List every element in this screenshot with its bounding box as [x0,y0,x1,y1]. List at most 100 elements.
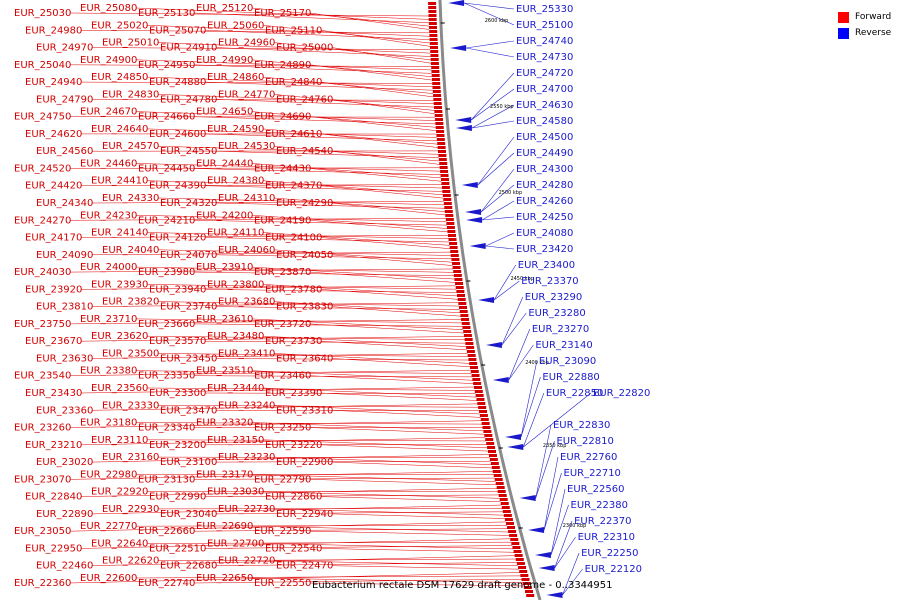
forward-feature [523,586,532,589]
forward-feature [489,458,498,461]
forward-leader-line [309,427,485,435]
forward-label: EUR_22900 [276,457,333,468]
forward-label: EUR_22980 [80,469,137,480]
tick-label: 2500 kbp [499,190,523,196]
forward-feature [509,534,518,537]
forward-leader-line [204,133,438,142]
forward-label: EUR_24230 [80,210,137,221]
reverse-feature [448,0,465,6]
forward-leader-line [320,548,515,553]
forward-label: EUR_22930 [102,504,159,515]
forward-label: EUR_23260 [14,423,71,434]
forward-label: EUR_24370 [265,181,322,192]
forward-leader-line [193,528,508,532]
tick-label: 2550 kbp [490,104,514,110]
genome-caption: Eubacterium rectale DSM 17629 draft geno… [312,580,613,591]
reverse-label: EUR_22820 [593,388,650,399]
reverse-leader-line [471,88,515,121]
forward-label: EUR_22700 [207,538,264,549]
forward-leader-line [135,370,472,374]
forward-feature [437,146,446,149]
reverse-leader-line [471,120,515,129]
forward-feature [448,238,457,241]
forward-label: EUR_24140 [91,228,148,239]
forward-label: EUR_22590 [254,526,311,537]
forward-leader-line [262,180,443,196]
forward-label: EUR_22990 [149,492,206,503]
forward-label: EUR_23730 [265,336,322,347]
forward-label: EUR_23160 [102,452,159,463]
reverse-labels: EUR_25330 EUR_25100 EUR_24740 EUR_24730 EUR_… [516,4,650,575]
forward-label: EUR_24210 [138,215,195,226]
reverse-feature [492,377,509,383]
forward-label: EUR_23500 [102,348,159,359]
forward-feature [480,418,489,421]
forward-label: EUR_24460 [80,158,137,169]
forward-leader-line [69,268,454,273]
forward-feature [436,134,445,137]
forward-label: EUR_23180 [80,418,137,429]
forward-label: EUR_25030 [14,8,71,19]
forward-leader-line [309,530,510,536]
reverse-leader-line [466,47,515,58]
forward-leader-line [215,562,518,566]
forward-leader-line [215,511,504,515]
forward-leader-line [309,64,433,81]
forward-label: EUR_23340 [138,423,195,434]
forward-label: EUR_23300 [149,388,206,399]
forward-label: EUR_23070 [14,474,71,485]
forward-label: EUR_25120 [196,3,253,14]
forward-feature [432,86,441,89]
forward-feature [501,506,510,509]
forward-feature [485,438,494,441]
forward-leader-line [331,150,440,165]
forward-feature [460,314,469,317]
forward-leader-line [251,111,436,128]
forward-feature [450,254,459,257]
forward-feature [500,502,509,505]
forward-label: EUR_22860 [265,492,322,503]
forward-feature [447,234,456,237]
forward-label: EUR_23470 [160,405,217,416]
reverse-leader-line [535,440,555,499]
forward-leader-line [69,167,440,169]
forward-feature [515,558,524,561]
forward-leader-line [157,42,431,54]
forward-label: EUR_24660 [138,112,195,123]
forward-feature [449,242,458,245]
forward-feature [520,574,529,577]
forward-label: EUR_25020 [91,20,148,31]
forward-feature [459,306,468,309]
forward-feature [499,498,508,501]
forward-feature [433,98,442,101]
reverse-leader-line [543,472,562,531]
forward-leader-line [262,387,477,398]
forward-feature [479,414,488,417]
reverse-leader-lines [463,2,592,596]
forward-leader-line [331,358,471,368]
forward-feature [521,578,530,581]
forward-feature [457,298,466,301]
forward-label: EUR_23660 [138,319,195,330]
forward-label: EUR_23150 [207,435,264,446]
legend-reverse-label: Reverse [855,28,892,38]
forward-label: EUR_24960 [218,38,275,49]
forward-feature [444,206,453,209]
forward-leader-line [262,284,458,297]
forward-leader-line [146,180,443,189]
forward-label: EUR_24040 [102,245,159,256]
forward-feature [463,334,472,337]
forward-feature [491,466,500,469]
reverse-leader-line [466,40,515,49]
reverse-leader-line [481,200,515,221]
forward-leader-line [309,323,464,334]
forward-label: EUR_24950 [138,60,195,71]
forward-feature [465,342,474,345]
forward-leader-line [262,232,450,246]
forward-label: EUR_24520 [14,163,71,174]
forward-feature [505,522,514,525]
forward-feature [446,226,455,229]
forward-label: EUR_24570 [102,141,159,152]
forward-leader-line [135,111,436,121]
reverse-leader-line [501,312,527,346]
